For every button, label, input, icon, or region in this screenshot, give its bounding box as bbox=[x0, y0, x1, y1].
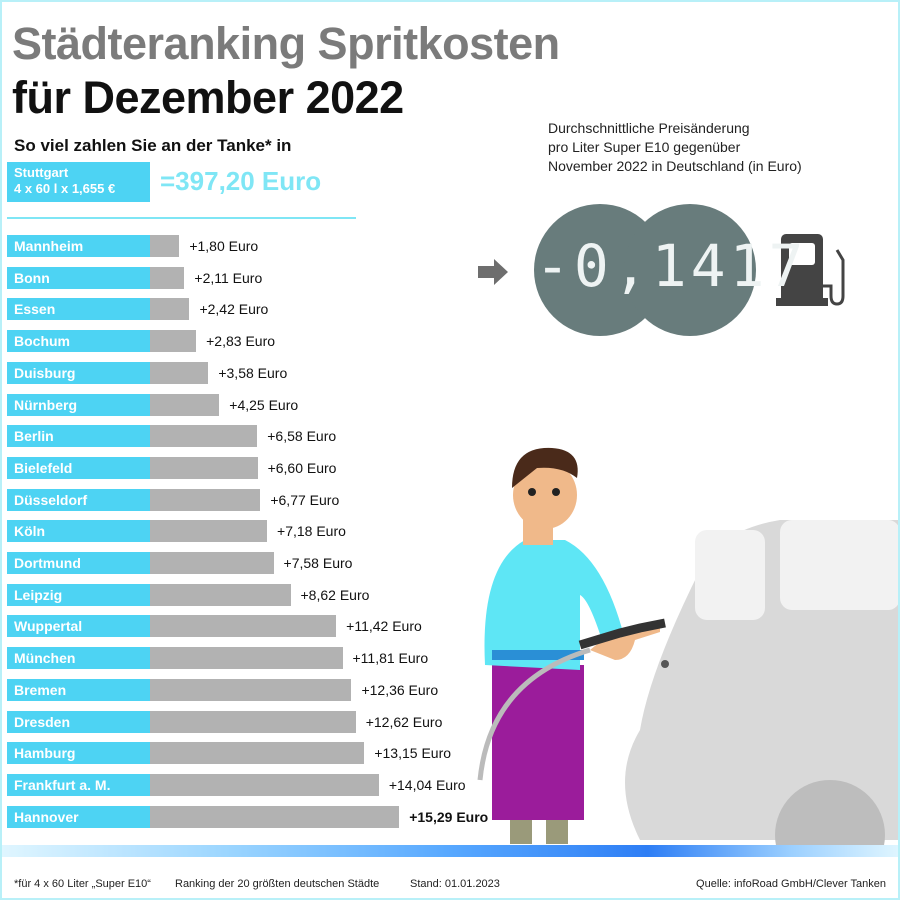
category-label: Mannheim bbox=[7, 235, 150, 257]
bar bbox=[150, 742, 365, 765]
bar bbox=[150, 647, 343, 670]
bar bbox=[150, 266, 185, 289]
value-label: +2,83 Euro bbox=[206, 333, 276, 350]
category-label: Essen bbox=[7, 298, 150, 321]
price-change-display: -0,1417 bbox=[535, 232, 808, 300]
bar bbox=[150, 456, 258, 479]
value-label: +11,42 Euro bbox=[346, 618, 422, 635]
reference-city-box: Stuttgart 4 x 60 l x 1,655 € bbox=[7, 162, 150, 202]
value-label: +14,04 Euro bbox=[388, 776, 466, 793]
category-label: Frankfurt a. M. bbox=[7, 773, 150, 796]
bar bbox=[150, 235, 180, 257]
subtitle: So viel zahlen Sie an der Tanke* in bbox=[14, 136, 292, 155]
title-line-2: für Dezember 2022 bbox=[12, 72, 404, 123]
bar bbox=[150, 425, 258, 448]
illustration bbox=[477, 447, 900, 850]
bar bbox=[150, 361, 209, 384]
category-label: Dresden bbox=[7, 710, 150, 733]
description-line: Durchschnittliche Preisänderung bbox=[548, 120, 750, 136]
category-label: Köln bbox=[7, 520, 150, 543]
value-label: +2,11 Euro bbox=[194, 269, 263, 286]
reference-city: Stuttgart bbox=[14, 165, 69, 180]
category-label: Wuppertal bbox=[7, 615, 150, 638]
reference-total: =397,20 Euro bbox=[160, 166, 322, 196]
value-label: +3,58 Euro bbox=[218, 364, 288, 381]
display-circle bbox=[624, 204, 756, 336]
footer-source: Quelle: infoRoad GmbH/Clever Tanken bbox=[696, 878, 886, 890]
car-illustration bbox=[625, 520, 900, 850]
value-label: +6,77 Euro bbox=[270, 491, 340, 508]
bar bbox=[150, 615, 337, 638]
category-label: Bielefeld bbox=[7, 456, 150, 479]
category-label: Dortmund bbox=[7, 552, 150, 574]
category-label: Hannover bbox=[7, 805, 150, 828]
description-line: pro Liter Super E10 gegenüber bbox=[548, 139, 741, 155]
bar bbox=[150, 393, 220, 416]
footer-date: Stand: 01.01.2023 bbox=[410, 878, 500, 890]
category-label: Nürnberg bbox=[7, 393, 150, 416]
bar bbox=[150, 488, 261, 511]
category-label: Düsseldorf bbox=[7, 488, 150, 511]
category-label: Bochum bbox=[7, 330, 150, 353]
value-label: +12,62 Euro bbox=[365, 713, 443, 730]
category-label: Duisburg bbox=[7, 361, 150, 384]
price-display-graphic bbox=[478, 204, 845, 336]
bar bbox=[150, 678, 352, 701]
reference-calc: 4 x 60 l x 1,655 € bbox=[14, 181, 116, 196]
bar bbox=[150, 298, 190, 321]
man-illustration bbox=[477, 447, 669, 844]
value-label: +15,29 Euro bbox=[409, 808, 489, 825]
bar bbox=[150, 520, 268, 543]
decorative-strip bbox=[0, 845, 900, 857]
price-change-description: Durchschnittliche Preisänderung pro Lite… bbox=[548, 119, 802, 176]
category-label: Berlin bbox=[7, 425, 150, 448]
description-line: November 2022 in Deutschland (in Euro) bbox=[548, 158, 802, 174]
bar bbox=[150, 583, 291, 606]
value-label: +7,58 Euro bbox=[283, 555, 353, 571]
value-label: +1,80 Euro bbox=[189, 238, 259, 254]
value-label: +12,36 Euro bbox=[361, 681, 439, 698]
value-label: +6,58 Euro bbox=[267, 428, 337, 445]
category-label: Bremen bbox=[7, 678, 150, 701]
bar bbox=[150, 805, 400, 828]
footer-ranking: Ranking der 20 größten deutschen Städte bbox=[175, 878, 380, 890]
value-label: +7,18 Euro bbox=[277, 523, 346, 540]
value-label: +13,15 Euro bbox=[374, 745, 452, 762]
value-label: +4,25 Euro bbox=[229, 396, 299, 413]
footer-note: *für 4 x 60 Liter „Super E10“ bbox=[14, 878, 151, 890]
bar bbox=[150, 330, 197, 353]
category-label: München bbox=[7, 647, 150, 670]
value-label: +2,42 Euro bbox=[199, 301, 269, 318]
divider bbox=[7, 217, 356, 219]
category-label: Hamburg bbox=[7, 742, 150, 765]
bar bbox=[150, 773, 379, 796]
title-line-1: Städteranking Spritkosten bbox=[12, 18, 560, 69]
value-label: +11,81 Euro bbox=[352, 650, 429, 667]
value-label: +6,60 Euro bbox=[267, 459, 337, 476]
category-label: Leipzig bbox=[7, 583, 150, 606]
arrow-right-icon bbox=[478, 259, 508, 285]
value-label: +8,62 Euro bbox=[300, 586, 370, 603]
bar bbox=[150, 552, 274, 574]
bar bbox=[150, 710, 356, 733]
category-label: Bonn bbox=[7, 266, 150, 289]
fuel-pump-icon bbox=[776, 234, 845, 306]
